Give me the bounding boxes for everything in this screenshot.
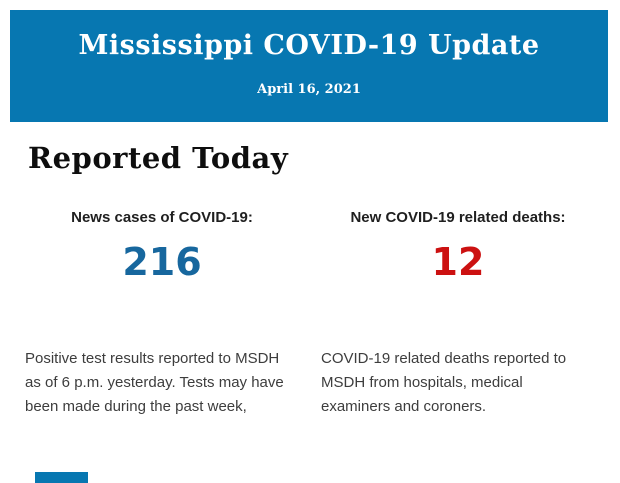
new-cases-label: News cases of COVID-19:: [71, 209, 253, 226]
masthead: Mississippi COVID-19 Update April 16, 20…: [10, 10, 608, 122]
new-deaths-value: 12: [431, 240, 485, 284]
stats-columns: News cases of COVID-19: 216 Positive tes…: [25, 209, 595, 419]
new-deaths-label: New COVID-19 related deaths:: [350, 209, 566, 226]
new-cases-description: Positive test results reported to MSDH a…: [25, 350, 284, 415]
new-cases-column: News cases of COVID-19: 216 Positive tes…: [25, 209, 299, 419]
page-title: Mississippi COVID-19 Update: [78, 30, 540, 61]
section-heading: Reported Today: [28, 141, 289, 175]
new-cases-value: 216: [122, 240, 202, 284]
new-deaths-column: New COVID-19 related deaths: 12 COVID-19…: [321, 209, 595, 419]
new-deaths-description: COVID-19 related deaths reported to MSDH…: [321, 350, 567, 415]
report-date: April 16, 2021: [257, 82, 361, 97]
cutoff-content-sliver: [35, 472, 88, 483]
